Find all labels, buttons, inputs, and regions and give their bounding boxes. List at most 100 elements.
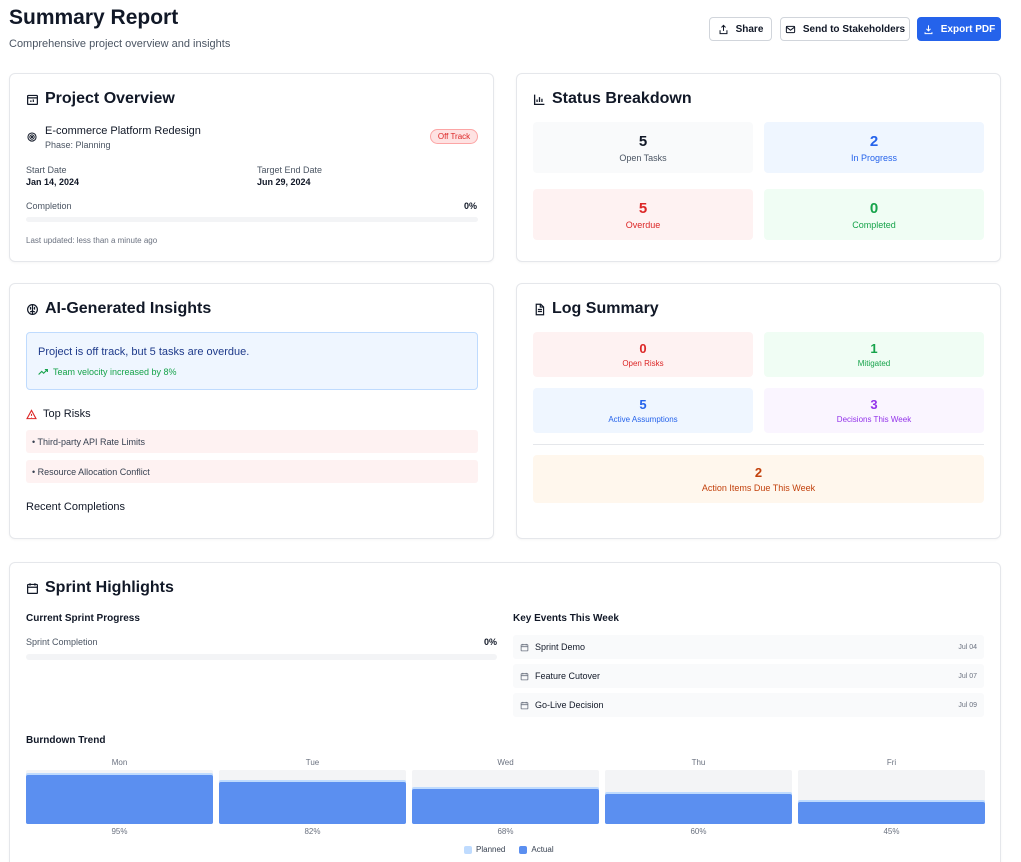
chart-value-label: 60% (690, 827, 707, 836)
legend-planned: Planned (464, 845, 505, 854)
burndown-title: Burndown Trend (26, 735, 106, 746)
overdue-tile: 5 Overdue (533, 189, 753, 240)
chart-bar-actual (798, 801, 985, 824)
start-date-label: Start Date (26, 165, 67, 175)
chart-legend: Planned Actual (464, 845, 554, 854)
open-risks-count: 0 (639, 341, 647, 356)
chart-bar-column (798, 770, 985, 824)
status-breakdown-title: Status Breakdown (552, 90, 692, 107)
log-summary-heading: Log Summary (533, 300, 659, 318)
in-progress-tile: 2 In Progress (764, 122, 984, 173)
ai-insights-card: AI-Generated Insights Project is off tra… (9, 283, 494, 539)
warning-icon (26, 408, 37, 419)
brain-icon (27, 303, 38, 315)
active-assumptions-tile: 5 Active Assumptions (533, 388, 753, 433)
legend-actual-label: Actual (531, 845, 554, 854)
active-assumptions-count: 5 (639, 397, 647, 412)
decisions-tile: 3 Decisions This Week (764, 388, 984, 433)
share-icon (719, 24, 728, 34)
action-items-count: 2 (754, 465, 763, 480)
chart-bar-actual (605, 793, 792, 824)
status-breakdown-card: Status Breakdown 5 Open Tasks 2 In Progr… (516, 73, 1001, 262)
ai-insights-heading: AI-Generated Insights (26, 300, 211, 318)
risk-item: • Third-party API Rate Limits (26, 430, 478, 453)
download-icon (924, 24, 933, 34)
event-row: Sprint Demo Jul 04 (513, 635, 984, 659)
event-name: Sprint Demo (535, 642, 586, 652)
send-to-stakeholders-button[interactable]: Send to Stakeholders (780, 17, 910, 41)
mitigated-count: 1 (870, 341, 878, 356)
sprint-highlights-title: Sprint Highlights (45, 579, 174, 596)
start-date-value: Jan 14, 2024 (26, 177, 80, 187)
project-overview-title: Project Overview (45, 90, 175, 107)
calendar-icon (27, 582, 38, 594)
completed-tile: 0 Completed (764, 189, 984, 240)
mitigated-label: Mitigated (857, 359, 891, 368)
open-tasks-count: 5 (638, 132, 648, 150)
share-button-label: Share (735, 23, 764, 35)
chart-day-label: Thu (691, 758, 706, 767)
log-summary-card: Log Summary 0 Open Risks 1 Mitigated 5 A… (516, 283, 1001, 539)
open-tasks-tile: 5 Open Tasks (533, 122, 753, 173)
sprint-progress-title: Current Sprint Progress (26, 613, 140, 624)
event-row: Feature Cutover Jul 07 (513, 664, 984, 688)
decisions-count: 3 (870, 397, 878, 412)
event-name: Feature Cutover (535, 671, 601, 681)
ai-insights-title: AI-Generated Insights (45, 300, 212, 317)
share-button[interactable]: Share (709, 17, 772, 41)
event-row: Go-Live Decision Jul 09 (513, 693, 984, 717)
action-items-tile: 2 Action Items Due This Week (533, 455, 984, 503)
sprint-completion-label: Sprint Completion (26, 637, 98, 647)
export-pdf-button[interactable]: Export PDF (917, 17, 1001, 41)
calendar-icon (520, 643, 529, 651)
trending-up-icon (38, 368, 48, 375)
chart-value-label: 82% (304, 827, 321, 836)
sprint-completion-value: 0% (483, 637, 497, 647)
status-badge: Off Track (430, 129, 478, 144)
page-title: Summary Report (9, 6, 179, 29)
event-date: Jul 04 (958, 643, 977, 651)
in-progress-count: 2 (869, 132, 879, 150)
project-overview-card: Project Overview E-commerce Platform Red… (9, 73, 494, 262)
bar-chart-icon (533, 94, 545, 105)
insight-summary-text: Project is off track, but 5 tasks are ov… (38, 346, 250, 358)
chart-value-label: 45% (883, 827, 900, 836)
send-button-label: Send to Stakeholders (802, 23, 906, 35)
event-date: Jul 09 (958, 701, 977, 709)
chart-bar-column (219, 770, 406, 824)
page-subtitle: Comprehensive project overview and insig… (9, 38, 231, 50)
legend-actual-swatch (519, 845, 528, 854)
chart-bar-actual (26, 774, 213, 824)
completed-label: Completed (852, 219, 896, 230)
velocity-text: Team velocity increased by 8% (53, 367, 177, 377)
last-updated-text: Last updated: less than a minute ago (26, 236, 158, 245)
calendar-icon (520, 701, 529, 709)
event-name: Go-Live Decision (535, 700, 604, 710)
completion-label: Completion (26, 201, 72, 211)
sprint-highlights-heading: Sprint Highlights (26, 579, 174, 597)
chart-bar-actual (412, 789, 599, 824)
mail-icon (785, 25, 796, 33)
top-risks-heading: Top Risks (26, 408, 91, 420)
velocity-insight: Team velocity increased by 8% (38, 367, 177, 377)
in-progress-label: In Progress (850, 152, 898, 163)
chart-bar-column (605, 770, 792, 824)
chart-day-label: Fri (886, 758, 897, 767)
overdue-label: Overdue (625, 219, 661, 230)
divider (533, 444, 984, 445)
chart-value-label: 95% (111, 827, 128, 836)
legend-planned-swatch (464, 845, 472, 854)
chart-bar-actual (219, 781, 406, 824)
project-icon (27, 94, 38, 105)
project-overview-heading: Project Overview (26, 90, 175, 108)
completion-progress-bar (26, 217, 478, 222)
top-risks-title: Top Risks (43, 408, 91, 420)
mitigated-tile: 1 Mitigated (764, 332, 984, 377)
document-icon (535, 303, 545, 315)
chart-value-label: 68% (497, 827, 514, 836)
legend-planned-label: Planned (476, 845, 506, 854)
log-summary-title: Log Summary (552, 300, 659, 317)
decisions-label: Decisions This Week (836, 415, 912, 424)
insight-summary-box: Project is off track, but 5 tasks are ov… (26, 332, 478, 390)
chart-bar-column (26, 770, 213, 824)
